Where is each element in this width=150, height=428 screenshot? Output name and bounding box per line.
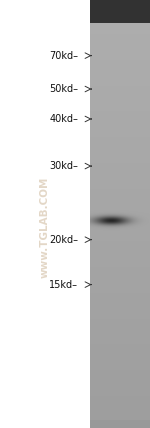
Text: 50kd–: 50kd– [49, 84, 78, 94]
Text: 30kd–: 30kd– [49, 161, 78, 171]
Text: 40kd–: 40kd– [49, 114, 78, 124]
Text: www.TGLAB.COM: www.TGLAB.COM [40, 176, 50, 277]
Text: 20kd–: 20kd– [49, 235, 78, 245]
Text: 70kd–: 70kd– [49, 51, 78, 61]
Text: 15kd–: 15kd– [49, 279, 78, 290]
Bar [0, 0, 90, 428]
